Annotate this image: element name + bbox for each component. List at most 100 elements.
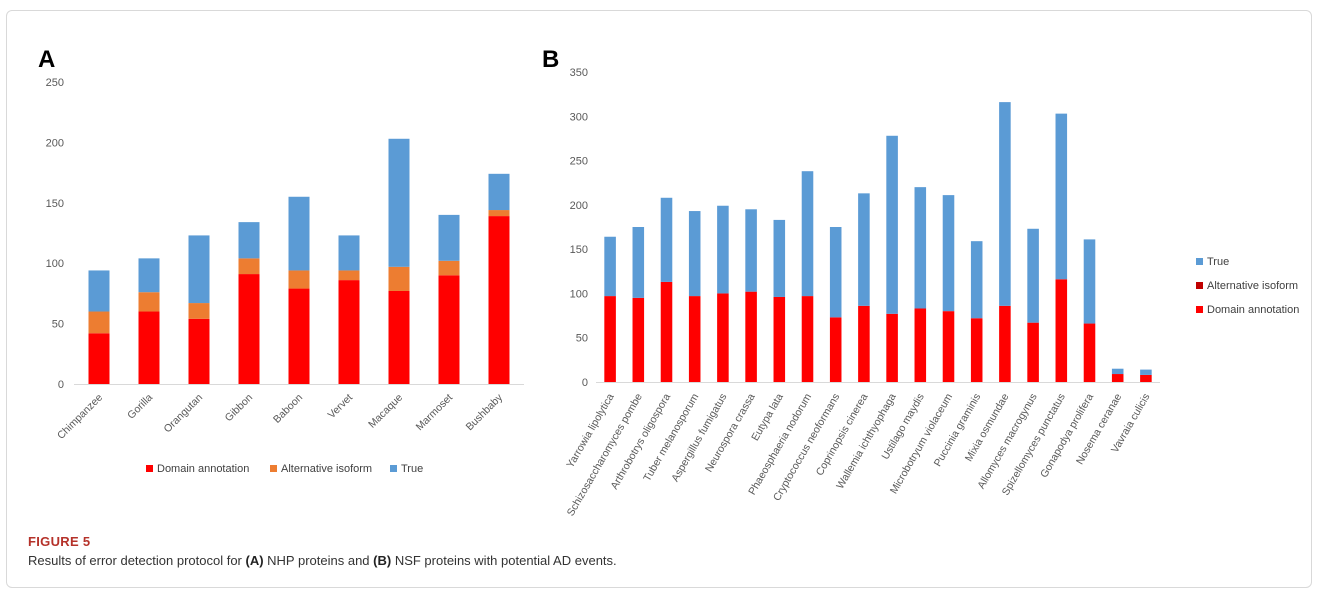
panel-b-bar-domain-annotation-gonapodya-prolifera: [1083, 323, 1096, 382]
panel-a-bar-true-baboon: [288, 196, 310, 271]
panel-b-legend-label-alternative-isoform: Alternative isoform: [1207, 280, 1298, 292]
panel-b-bar-domain-annotation-schizosaccharomyces-pombe: [632, 297, 645, 382]
panel-b-bar-domain-annotation-cryptococcus-neoformans: [829, 317, 842, 382]
panel-b-legend-swatch-true: [1196, 258, 1203, 265]
panel-b-bar-domain-annotation-tuber-melanosporum: [688, 296, 701, 382]
panel-b-bar-true-nosema-ceranae: [1111, 368, 1124, 375]
figure-caption: Results of error detection protocol for …: [28, 553, 617, 568]
panel-b-bar-true-phaeosphaeria-nodorum: [801, 171, 814, 297]
panel-b-bar-true-neurospora-crassa: [745, 209, 757, 292]
panel-a-bar-true-vervet: [338, 235, 360, 271]
panel-b-bar-domain-annotation-eutypa-lata: [773, 296, 786, 382]
caption-part-4: (B): [373, 553, 392, 568]
panel-b-bar-true-eutypa-lata: [773, 219, 786, 297]
panel-b-ytick-label: 150: [570, 244, 588, 256]
panel-b-ytick-label: 100: [570, 288, 588, 300]
panel-a-ytick-label: 0: [58, 379, 64, 391]
panel-b-legend-label-true: True: [1207, 256, 1229, 268]
panel-a-bar-domain-annotation-gibbon: [238, 274, 260, 384]
panel-a-xtick-label: Gibbon: [223, 392, 256, 425]
panel-b-ytick-label: 300: [570, 111, 588, 123]
panel-a-ytick-label: 250: [46, 77, 64, 89]
panel-a-bar-true-macaque: [388, 138, 410, 267]
panel-a-xtick-label: Vervet: [326, 392, 356, 422]
panel-b-bar-domain-annotation-wallemia-ichthyophaga: [886, 313, 898, 382]
panel-b-bar-true-spizellomyces-punctatus: [1055, 113, 1068, 280]
panel-b-letter: B: [542, 46, 559, 73]
panel-b-bar-domain-annotation-puccinia-graminis: [970, 318, 983, 382]
panel-b-bar-true-mixia-osmundae: [999, 102, 1011, 306]
panel-a-bar-alternative-isoform-chimpanzee: [88, 311, 110, 334]
panel-b-bar-domain-annotation-allomyces-macrogynus: [1027, 322, 1039, 382]
panel-b-bar-true-allomyces-macrogynus: [1027, 228, 1039, 323]
panel-a-xtick-label: Baboon: [271, 392, 305, 426]
panel-b-ytick-label: 50: [576, 333, 588, 345]
panel-a-ytick-label: 100: [46, 258, 64, 270]
panel-b-ytick-label: 200: [570, 200, 588, 212]
panel-a-bar-domain-annotation-orangutan: [188, 318, 210, 384]
panel-b-ytick-label: 0: [582, 377, 588, 389]
panel-a-bar-alternative-isoform-baboon: [288, 270, 310, 289]
panel-b-bar-domain-annotation-ustilago-maydis: [914, 308, 927, 382]
panel-a-ytick-label: 50: [52, 319, 64, 331]
panel-a-bar-true-gorilla: [138, 258, 160, 293]
panel-b-bar-domain-annotation-neurospora-crassa: [745, 291, 757, 382]
panel-b-bar-domain-annotation-vavraia-culicis: [1140, 374, 1152, 382]
panel-b-bar-true-aspergillus-fumigatus: [717, 205, 729, 294]
panel-b-ytick-label: 250: [570, 156, 588, 168]
panel-a-bar-true-orangutan: [188, 235, 210, 304]
panel-b-bar-domain-annotation-aspergillus-fumigatus: [717, 293, 729, 382]
panel-a-bar-domain-annotation-gorilla: [138, 311, 160, 384]
panel-a-bar-domain-annotation-bushbaby: [488, 216, 510, 384]
panel-a-ytick-label: 200: [46, 137, 64, 149]
panel-b-bar-true-cryptococcus-neoformans: [829, 227, 842, 318]
panel-a-legend-label-domain-annotation: Domain annotation: [157, 463, 249, 475]
panel-a-bar-true-chimpanzee: [88, 270, 110, 312]
panel-a-legend-swatch-true: [390, 465, 397, 472]
panel-a-bar-alternative-isoform-gorilla: [138, 292, 160, 312]
panel-b-bar-true-coprinopsis-cinerea: [858, 193, 870, 306]
panel-b-bar-true-schizosaccharomyces-pombe: [632, 227, 645, 298]
panel-b-bar-true-wallemia-ichthyophaga: [886, 135, 898, 314]
panel-a-bar-true-gibbon: [238, 222, 260, 259]
panel-b-bar-true-vavraia-culicis: [1140, 369, 1152, 375]
panel-a-letter: A: [38, 46, 55, 73]
caption-part-3: NHP proteins and: [263, 553, 374, 568]
figure-charts: A B 0 50 100 150 200 250 Chimpanzee Gorilla Oran…: [38, 46, 1299, 518]
panel-b-bar-true-puccinia-graminis: [970, 241, 983, 319]
panel-a-chart: 0 50 100 150 200 250 Chimpanzee Gorilla Oranguta…: [46, 77, 524, 475]
panel-b-bar-domain-annotation-microbotryum-violaceum: [942, 311, 955, 382]
panel-a-bar-true-marmoset: [438, 214, 460, 261]
panel-a-bar-true-bushbaby: [488, 173, 510, 211]
panel-a-bar-domain-annotation-marmoset: [438, 275, 460, 384]
panel-a-bar-domain-annotation-vervet: [338, 280, 360, 384]
figure-label: FIGURE 5: [28, 534, 91, 549]
panel-a-bar-alternative-isoform-marmoset: [438, 260, 460, 276]
panel-b-bar-domain-annotation-arthrobotrys-oligospora: [660, 281, 673, 382]
panel-b-bar-domain-annotation-phaeosphaeria-nodorum: [801, 296, 814, 382]
panel-a-bar-alternative-isoform-gibbon: [238, 258, 260, 275]
panel-a-xtick-label: Bushbaby: [464, 391, 506, 433]
panel-b-bar-domain-annotation-spizellomyces-punctatus: [1055, 279, 1068, 382]
panel-a-legend-label-true: True: [401, 463, 423, 475]
panel-a-bar-alternative-isoform-bushbaby: [488, 210, 510, 217]
caption-part-2: (A): [245, 553, 264, 568]
panel-a-xtick-label: Marmoset: [414, 392, 456, 434]
panel-a-bar-alternative-isoform-orangutan: [188, 303, 210, 319]
panel-b-bar-domain-annotation-coprinopsis-cinerea: [858, 305, 870, 382]
panel-a-xtick-label: Gorilla: [125, 392, 155, 422]
panel-b-bar-true-ustilago-maydis: [914, 187, 927, 309]
panel-a-legend-label-alternative-isoform: Alternative isoform: [281, 463, 372, 475]
panel-a-legend-swatch-domain-annotation: [146, 465, 153, 472]
caption-part-1: Results of error detection protocol for: [28, 553, 246, 568]
panel-b-bar-domain-annotation-nosema-ceranae: [1111, 374, 1124, 382]
caption-part-5: NSF proteins with potential AD events.: [391, 553, 617, 568]
panel-b-legend-swatch-alternative-isoform: [1196, 282, 1203, 289]
panel-b-legend-label-domain-annotation: Domain annotation: [1207, 304, 1299, 316]
panel-b-bar-true-tuber-melanosporum: [688, 211, 701, 297]
panel-a-xtick-label: Chimpanzee: [55, 392, 105, 442]
panel-a-xtick-label: Macaque: [366, 392, 405, 431]
panel-a-xtick-label: Orangutan: [162, 392, 206, 436]
panel-b-ytick-label: 350: [570, 67, 588, 79]
